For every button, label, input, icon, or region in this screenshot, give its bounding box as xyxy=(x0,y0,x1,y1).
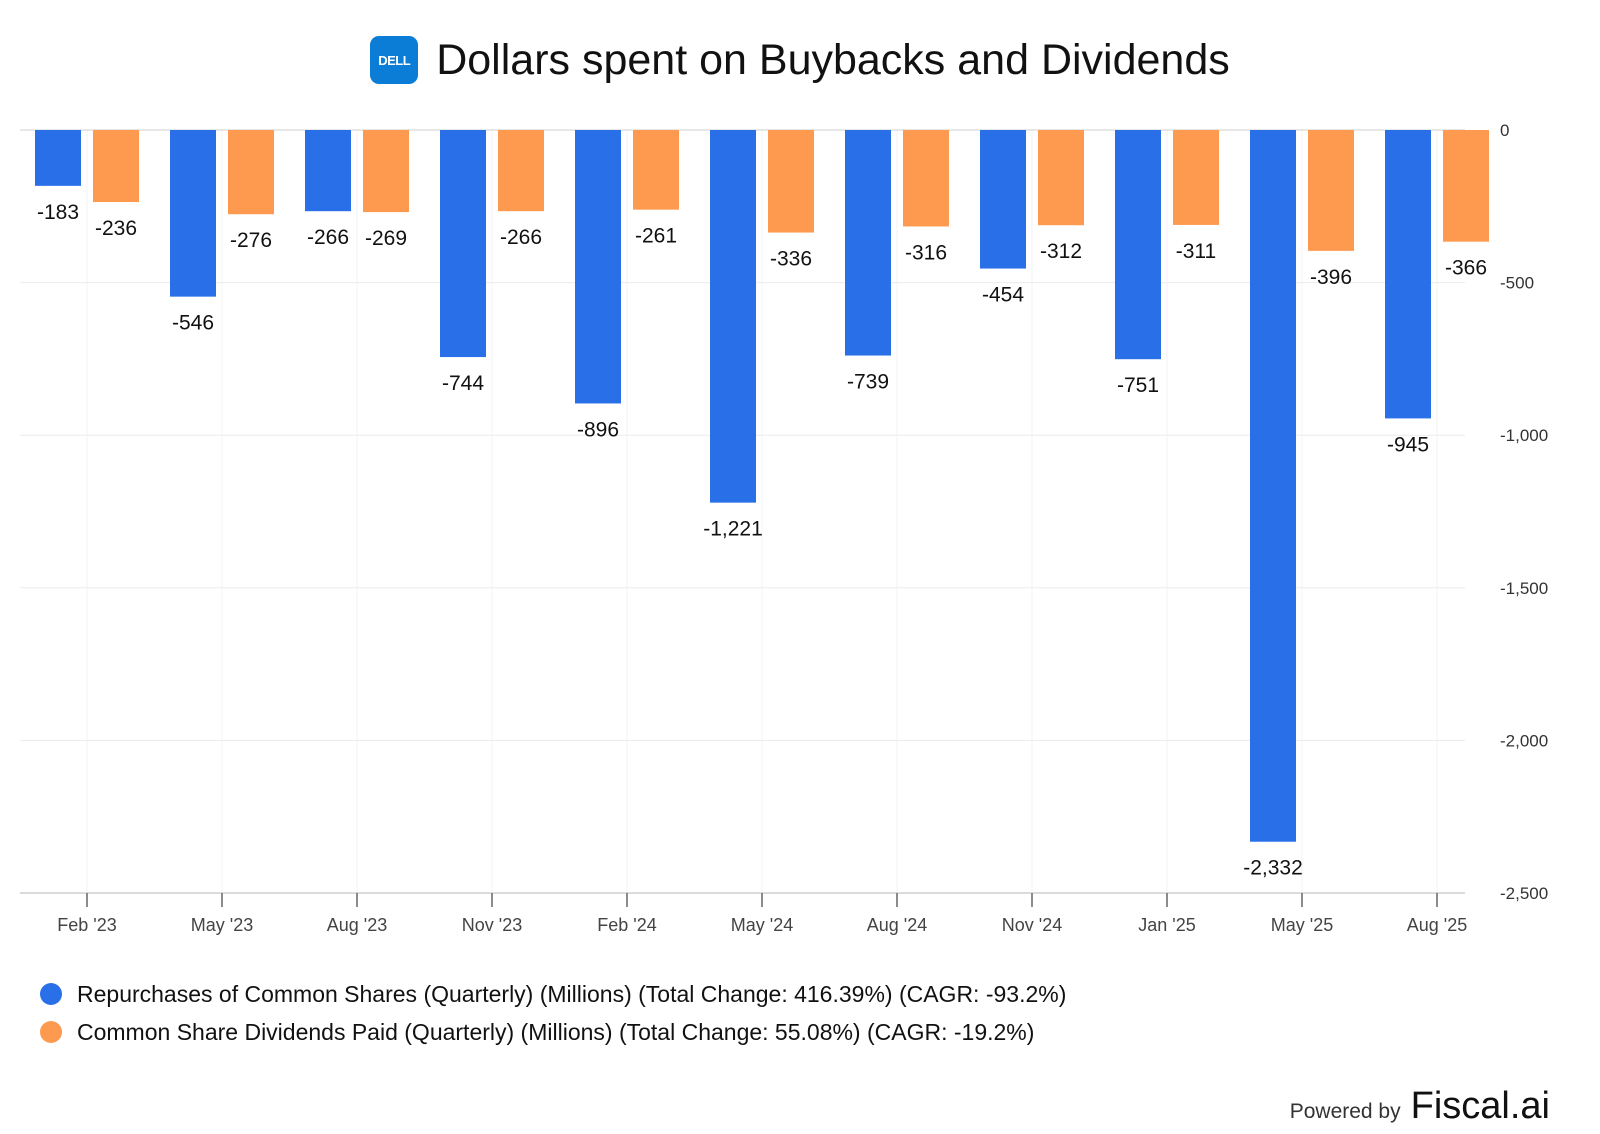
legend-item-repurchases[interactable]: Repurchases of Common Shares (Quarterly)… xyxy=(40,975,1066,1013)
bar-repurchases xyxy=(1385,130,1431,419)
legend-dot-dividends xyxy=(40,1021,62,1043)
bar-repurchases xyxy=(710,130,756,503)
legend-item-dividends[interactable]: Common Share Dividends Paid (Quarterly) … xyxy=(40,1013,1066,1051)
data-label-repurchases: -266 xyxy=(307,226,349,249)
y-tick-label: -1,000 xyxy=(1500,426,1548,445)
legend-dot-repurchases xyxy=(40,983,62,1005)
data-label-dividends: -266 xyxy=(500,226,542,249)
bar-repurchases xyxy=(575,130,621,404)
x-tick-label: Feb '23 xyxy=(57,915,116,935)
data-label-repurchases: -454 xyxy=(982,284,1024,307)
bar-dividends xyxy=(1308,130,1354,251)
powered-by-text: Powered by xyxy=(1289,1100,1401,1123)
chart-title: Dollars spent on Buybacks and Dividends xyxy=(436,35,1230,84)
legend-label-dividends: Common Share Dividends Paid (Quarterly) … xyxy=(77,1018,1035,1045)
bar-repurchases xyxy=(170,130,216,297)
data-label-repurchases: -183 xyxy=(37,201,79,224)
y-tick-label: -1,500 xyxy=(1500,579,1548,598)
bar-repurchases xyxy=(305,130,351,212)
bar-dividends xyxy=(363,130,409,213)
data-label-repurchases: -2,332 xyxy=(1243,857,1303,880)
bar-repurchases xyxy=(845,130,891,356)
x-tick-label: Aug '23 xyxy=(327,915,388,935)
x-tick-label: Nov '23 xyxy=(462,915,522,935)
bar-dividends xyxy=(228,130,274,215)
bar-repurchases xyxy=(35,130,81,186)
x-tick-label: Jan '25 xyxy=(1138,915,1195,935)
data-label-dividends: -311 xyxy=(1176,240,1216,263)
data-label-repurchases: -751 xyxy=(1117,374,1159,397)
chart-header: DELL Dollars spent on Buybacks and Divid… xyxy=(0,30,1600,90)
bar-dividends xyxy=(1038,130,1084,226)
y-tick-label: -500 xyxy=(1500,274,1534,293)
bar-repurchases xyxy=(980,130,1026,269)
data-label-repurchases: -945 xyxy=(1387,433,1429,456)
dell-logo-icon: DELL xyxy=(370,36,419,84)
bar-chart: 0 -500 -1,000 -1,500 -2,000 -2,500 Feb '23 -183… xyxy=(20,121,1548,935)
x-tick-label: Aug '24 xyxy=(867,915,928,935)
data-label-repurchases: -739 xyxy=(847,371,889,394)
data-label-repurchases: -1,221 xyxy=(703,518,763,541)
bar-repurchases xyxy=(1115,130,1161,360)
fiscal-ai-logo[interactable]: Fiscal.ai xyxy=(1410,1085,1550,1127)
y-tick-label: 0 xyxy=(1500,121,1509,140)
bar-dividends xyxy=(633,130,679,210)
y-tick-label: -2,000 xyxy=(1500,731,1548,750)
data-label-dividends: -236 xyxy=(95,217,137,240)
data-label-dividends: -276 xyxy=(230,229,272,252)
data-label-dividends: -336 xyxy=(770,248,812,271)
bar-dividends xyxy=(903,130,949,227)
bar-dividends xyxy=(498,130,544,212)
bar-dividends xyxy=(768,130,814,233)
x-tick-label: May '25 xyxy=(1271,915,1333,935)
y-tick-label: -2,500 xyxy=(1500,884,1548,903)
x-tick-label: Feb '24 xyxy=(597,915,656,935)
bar-dividends xyxy=(1173,130,1219,225)
legend: Repurchases of Common Shares (Quarterly)… xyxy=(40,975,1066,1051)
x-tick-label: Aug '25 xyxy=(1407,915,1468,935)
data-label-dividends: -312 xyxy=(1040,240,1082,263)
data-label-repurchases: -546 xyxy=(172,312,214,335)
data-label-dividends: -396 xyxy=(1310,266,1352,289)
bar-dividends xyxy=(1443,130,1489,242)
x-tick-label: Nov '24 xyxy=(1002,915,1062,935)
legend-label-repurchases: Repurchases of Common Shares (Quarterly)… xyxy=(77,980,1067,1007)
bar-repurchases xyxy=(440,130,486,358)
x-tick-label: May '24 xyxy=(731,915,793,935)
data-label-dividends: -316 xyxy=(905,241,947,264)
data-label-dividends: -269 xyxy=(365,227,407,250)
bar-repurchases xyxy=(1250,130,1296,842)
data-label-dividends: -261 xyxy=(635,225,677,248)
bar-dividends xyxy=(93,130,139,203)
data-label-dividends: -366 xyxy=(1445,257,1487,280)
data-label-repurchases: -896 xyxy=(577,418,619,441)
x-tick-label: May '23 xyxy=(191,915,253,935)
footer: Powered by Fiscal.ai xyxy=(1290,1085,1550,1128)
data-label-repurchases: -744 xyxy=(442,372,484,395)
logo-text: DELL xyxy=(378,52,411,68)
